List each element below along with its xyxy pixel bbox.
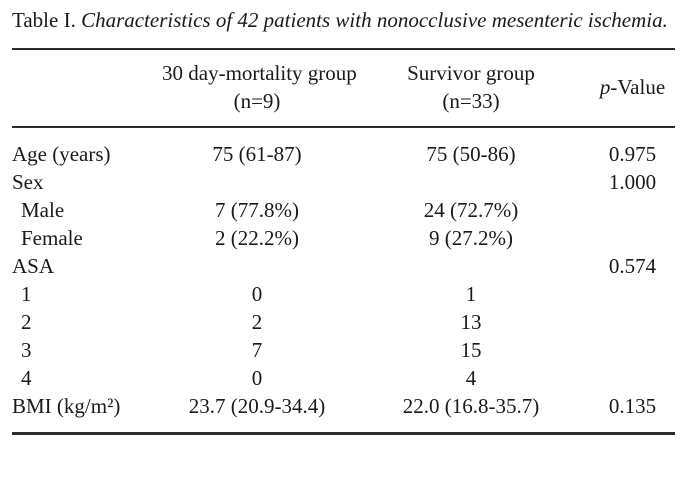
mortality-value: 75 (61-87) [212, 142, 302, 166]
table-row: Sex 1.000 [12, 168, 675, 196]
header-survivor-line2: (n=33) [442, 89, 500, 113]
table-row: 2 2 13 [12, 308, 675, 336]
table-caption-text: Characteristics of 42 patients with nono… [81, 8, 668, 32]
header-survivor-group: Survivor group (n=33) [352, 48, 590, 128]
row-label: 2 [21, 310, 32, 334]
p-value: 0.574 [608, 254, 657, 278]
table-row: 3 7 15 [12, 336, 675, 364]
table-row: 1 0 1 [12, 280, 675, 308]
survivor-value: 15 [460, 338, 482, 362]
row-label: 3 [21, 338, 32, 362]
survivor-value: 1 [465, 282, 477, 306]
row-label: Age (years) [12, 142, 111, 166]
paper-table-figure: Table I. Characteristics of 42 patients … [12, 5, 675, 435]
p-value [590, 224, 675, 252]
row-label: Female [21, 226, 83, 250]
p-value [590, 196, 675, 224]
header-row: 30 day-mortality group (n=9) Survivor gr… [12, 48, 675, 128]
header-p-value: p-Value [590, 48, 675, 128]
survivor-value: 22.0 (16.8-35.7) [352, 392, 590, 435]
p-value [590, 364, 675, 392]
mortality-value: 2 (22.2%) [215, 226, 299, 250]
patient-characteristics-table: 30 day-mortality group (n=9) Survivor gr… [12, 48, 675, 435]
mortality-value: 7 [251, 338, 263, 362]
row-label: 1 [21, 282, 32, 306]
row-label: Sex [12, 170, 44, 194]
survivor-value: 75 (50-86) [426, 142, 516, 166]
row-label: BMI (kg/m²) [12, 392, 162, 435]
table-caption-label: Table I. [12, 8, 76, 32]
p-value [590, 308, 675, 336]
survivor-value [352, 168, 590, 196]
row-label: Male [21, 198, 65, 222]
mortality-value: 2 [251, 310, 263, 334]
table-row: Female 2 (22.2%) 9 (27.2%) [12, 224, 675, 252]
mortality-value [162, 252, 352, 280]
survivor-value: 4 [465, 366, 477, 390]
table-row: ASA 0.574 [12, 252, 675, 280]
survivor-value [352, 252, 590, 280]
header-p-value-symbol: p [599, 75, 611, 99]
survivor-value: 24 (72.7%) [423, 198, 519, 222]
header-characteristic [12, 48, 162, 128]
survivor-value: 9 (27.2%) [429, 226, 513, 250]
p-value: 0.135 [590, 392, 675, 435]
mortality-value: 23.7 (20.9-34.4) [162, 392, 352, 435]
p-value [590, 280, 675, 308]
mortality-value: 7 (77.8%) [215, 198, 299, 222]
header-mortality-line1: 30 day-mortality group [162, 61, 357, 85]
table-caption: Table I. Characteristics of 42 patients … [12, 5, 675, 35]
mortality-value: 0 [251, 366, 263, 390]
table-body: Age (years) 75 (61-87) 75 (50-86) 0.975 Sex 1… [12, 127, 675, 435]
table-row: Male 7 (77.8%) 24 (72.7%) [12, 196, 675, 224]
survivor-value: 13 [460, 310, 482, 334]
header-mortality-group: 30 day-mortality group (n=9) [162, 48, 357, 128]
row-label: 4 [21, 366, 32, 390]
mortality-value: 0 [251, 282, 263, 306]
header-p-value-rest: -Value [610, 75, 666, 99]
header-survivor-line1: Survivor group [407, 61, 535, 85]
table-row: BMI (kg/m²) 23.7 (20.9-34.4) 22.0 (16.8-35… [12, 392, 675, 435]
header-mortality-line2: (n=9) [233, 89, 281, 113]
table-row: Age (years) 75 (61-87) 75 (50-86) 0.975 [12, 127, 675, 168]
row-label: ASA [12, 254, 55, 278]
table-row: 4 0 4 [12, 364, 675, 392]
p-value [590, 336, 675, 364]
p-value: 1.000 [608, 170, 657, 194]
p-value: 0.975 [608, 142, 657, 166]
mortality-value [162, 168, 352, 196]
